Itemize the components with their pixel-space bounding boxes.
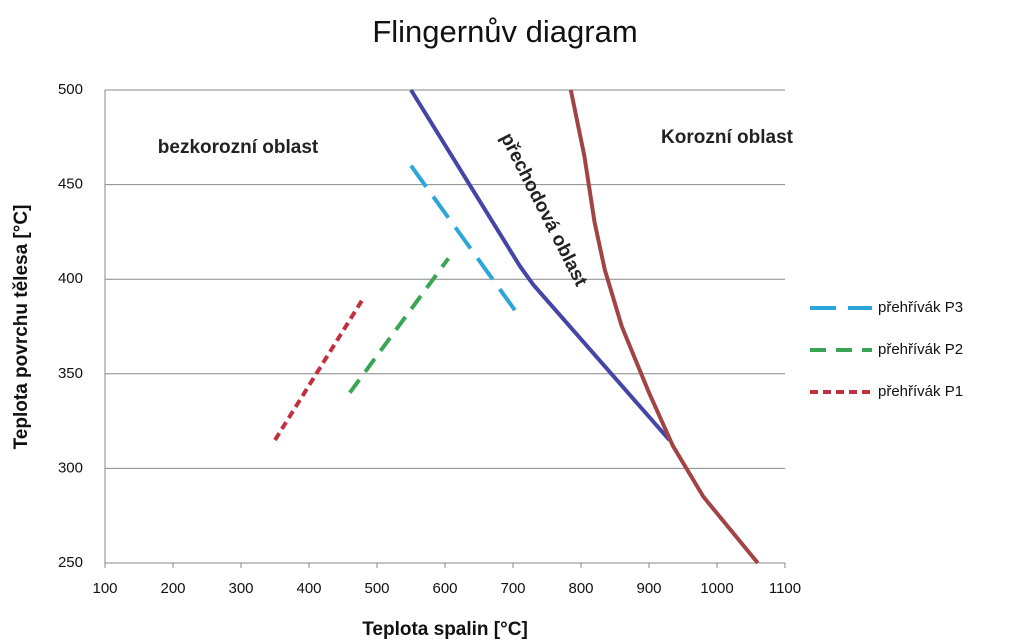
legend-label: přehřívák P1	[878, 383, 963, 400]
y-tick-label: 350	[58, 365, 83, 382]
y-tick-label: 300	[58, 459, 83, 476]
x-tick-label: 300	[228, 580, 253, 597]
annotation: bezkorozní oblast	[158, 137, 319, 158]
y-axis-label: Teplota povrchu tělesa [°C]	[11, 205, 32, 450]
series-line	[348, 257, 451, 394]
x-tick-label: 900	[636, 580, 661, 597]
x-tick-label: 200	[160, 580, 185, 597]
x-tick-label: 600	[432, 580, 457, 597]
x-tick-label: 1000	[700, 580, 733, 597]
series-line	[273, 297, 366, 442]
series-line	[568, 89, 760, 565]
y-tick-label: 450	[58, 176, 83, 193]
y-tick-label: 500	[58, 81, 83, 98]
x-tick-label: 400	[296, 580, 321, 597]
x-tick-label: 800	[568, 580, 593, 597]
y-tick-label: 400	[58, 270, 83, 287]
x-tick-label: 100	[92, 580, 117, 597]
chart-title: Flingernův diagram	[372, 14, 637, 49]
annotation: Korozní oblast	[661, 127, 794, 148]
legend-label: přehřívák P2	[878, 341, 963, 358]
x-tick-label: 700	[500, 580, 525, 597]
legend-label: přehřívák P3	[878, 299, 963, 316]
annotation: přechodová oblast	[496, 130, 592, 291]
series-line	[409, 164, 522, 319]
x-axis-label: Teplota spalin [°C]	[362, 619, 528, 640]
x-tick-label: 1100	[769, 580, 801, 597]
x-tick-label: 500	[364, 580, 389, 597]
series-line	[409, 88, 671, 442]
y-tick-label: 250	[58, 554, 83, 571]
